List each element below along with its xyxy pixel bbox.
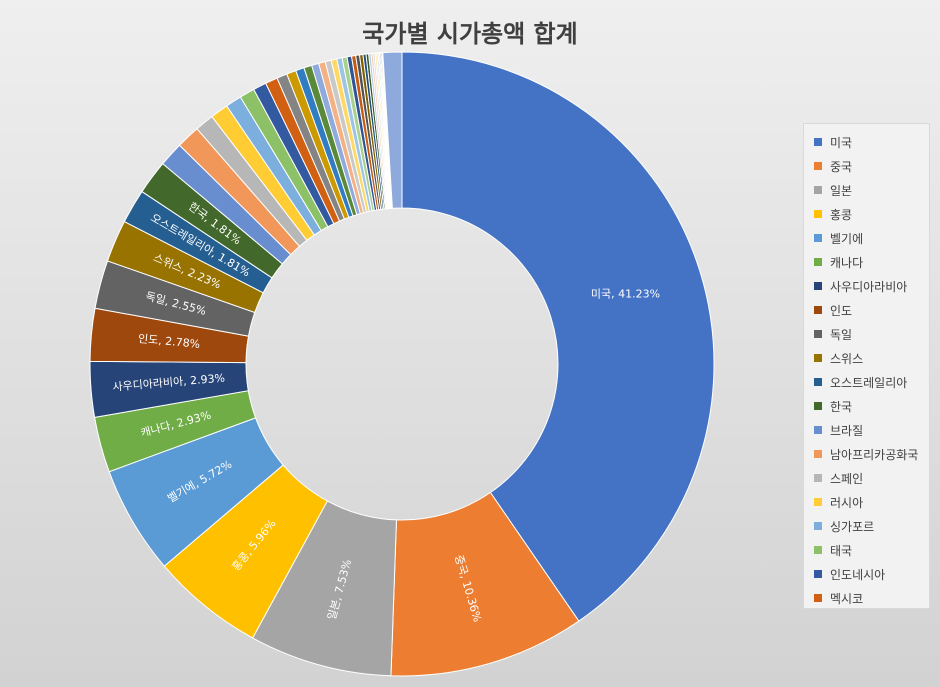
legend-swatch — [814, 522, 822, 530]
legend-item-남아프리카공화국: 남아프리카공화국 — [814, 442, 929, 466]
legend-item-러시아: 러시아 — [814, 490, 929, 514]
legend-label: 인도네시아 — [830, 567, 886, 582]
legend-label: 한국 — [830, 399, 853, 414]
legend-item-스페인: 스페인 — [814, 466, 929, 490]
legend-label: 태국 — [830, 543, 853, 558]
legend-item-홍콩: 홍콩 — [814, 202, 929, 226]
legend-item-중국: 중국 — [814, 154, 929, 178]
legend-item-독일: 독일 — [814, 322, 929, 346]
legend-item-한국: 한국 — [814, 394, 929, 418]
legend-label: 중국 — [830, 159, 853, 174]
legend-swatch — [814, 378, 822, 386]
legend-swatch — [814, 210, 822, 218]
legend-swatch — [814, 498, 822, 506]
legend-swatch — [814, 330, 822, 338]
legend-swatch — [814, 402, 822, 410]
legend-label: 러시아 — [830, 495, 864, 510]
legend-swatch — [814, 450, 822, 458]
legend-label: 독일 — [830, 327, 853, 342]
legend-item-캐나다: 캐나다 — [814, 250, 929, 274]
legend-swatch — [814, 474, 822, 482]
legend-swatch — [814, 426, 822, 434]
legend-item-인도네시아: 인도네시아 — [814, 562, 929, 586]
legend-label: 오스트레일리아 — [830, 375, 908, 390]
slice-other-45 — [382, 51, 403, 209]
legend-label: 사우디아라비아 — [830, 279, 908, 294]
slice-label-미국: 미국, 41.23% — [591, 288, 660, 301]
legend-label: 벨기에 — [830, 231, 864, 246]
legend-label: 브라질 — [830, 423, 864, 438]
legend-label: 멕시코 — [830, 591, 864, 606]
slice-미국 — [401, 51, 715, 622]
legend-label: 캐나다 — [830, 255, 864, 270]
legend-item-오스트레일리아: 오스트레일리아 — [814, 370, 929, 394]
legend-swatch — [814, 594, 822, 602]
legend-swatch — [814, 570, 822, 578]
legend-swatch — [814, 354, 822, 362]
legend-swatch — [814, 138, 822, 146]
legend-label: 미국 — [830, 135, 853, 150]
legend-item-벨기에: 벨기에 — [814, 226, 929, 250]
legend-swatch — [814, 186, 822, 194]
legend-swatch — [814, 234, 822, 242]
legend-item-멕시코: 멕시코 — [814, 586, 929, 610]
legend-swatch — [814, 546, 822, 554]
legend-item-미국: 미국 — [814, 130, 929, 154]
slice-label-인도: 인도, 2.78% — [138, 332, 201, 351]
legend-label: 남아프리카공화국 — [830, 447, 919, 462]
legend-swatch — [814, 306, 822, 314]
legend-swatch — [814, 282, 822, 290]
legend-item-사우디아라비아: 사우디아라비아 — [814, 274, 929, 298]
legend-item-일본: 일본 — [814, 178, 929, 202]
legend-item-인도: 인도 — [814, 298, 929, 322]
legend-label: 일본 — [830, 183, 853, 198]
slices-group — [89, 51, 715, 677]
legend-label: 싱가포르 — [830, 519, 875, 534]
chart-title: 국가별 시가총액 합계 — [362, 20, 578, 48]
legend-item-싱가포르: 싱가포르 — [814, 514, 929, 538]
legend-label: 스페인 — [830, 471, 864, 486]
legend-swatch — [814, 258, 822, 266]
legend-item-스위스: 스위스 — [814, 346, 929, 370]
legend-label: 홍콩 — [830, 207, 853, 222]
legend-swatch — [814, 162, 822, 170]
legend-label: 인도 — [830, 303, 853, 318]
legend-item-태국: 태국 — [814, 538, 929, 562]
legend-item-브라질: 브라질 — [814, 418, 929, 442]
legend-label: 스위스 — [830, 351, 864, 366]
